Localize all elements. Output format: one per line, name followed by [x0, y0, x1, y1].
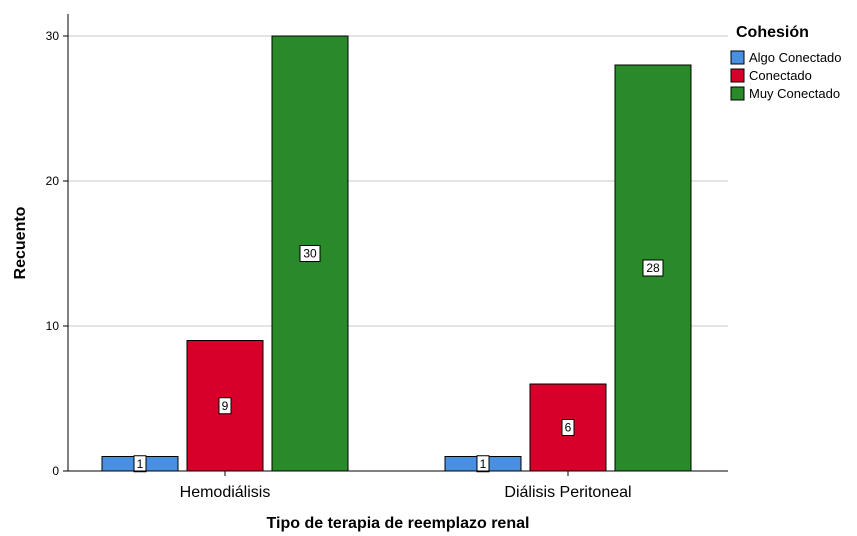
data-label: 30 [303, 247, 317, 261]
legend-swatch [730, 86, 745, 101]
x-category-label: Hemodiálisis [180, 484, 271, 501]
data-label-box [561, 419, 575, 436]
data-label-box [218, 397, 232, 415]
bars [101, 35, 692, 472]
legend-entry: Algo Conectado [749, 50, 842, 65]
data-label: 9 [222, 399, 229, 413]
legend-swatch [730, 50, 745, 65]
legend-swatch [730, 68, 745, 83]
data-label-box [642, 259, 664, 277]
legend-entry: Muy Conectado [749, 86, 840, 101]
data-labels: 1 9 30 1 6 28 [133, 245, 664, 473]
x-axis-title: Tipo de terapia de reemplazo renal [267, 515, 530, 532]
legend-entry: Conectado [749, 68, 812, 83]
y-tick-label: 0 [52, 464, 59, 478]
axes [67, 14, 728, 472]
data-label-box [299, 245, 321, 262]
y-axis-title: Recuento [12, 206, 29, 279]
data-label-box [476, 455, 490, 473]
data-label: 1 [137, 457, 144, 471]
legend: Cohesión Algo Conectado Conectado Muy Cone… [730, 24, 842, 101]
data-label-box [133, 455, 147, 473]
data-label: 28 [646, 261, 660, 275]
legend-title: Cohesión [736, 24, 809, 41]
data-label: 6 [565, 421, 572, 435]
y-tick-label: 20 [46, 174, 60, 188]
x-category-label: Diálisis Peritoneal [504, 484, 631, 501]
data-label: 1 [480, 457, 487, 471]
y-tick-labels: 0 10 20 30 [46, 29, 68, 478]
x-category-labels: Hemodiálisis Diálisis Peritoneal [180, 471, 632, 501]
y-tick-label: 10 [46, 319, 60, 333]
y-tick-label: 30 [46, 29, 60, 43]
